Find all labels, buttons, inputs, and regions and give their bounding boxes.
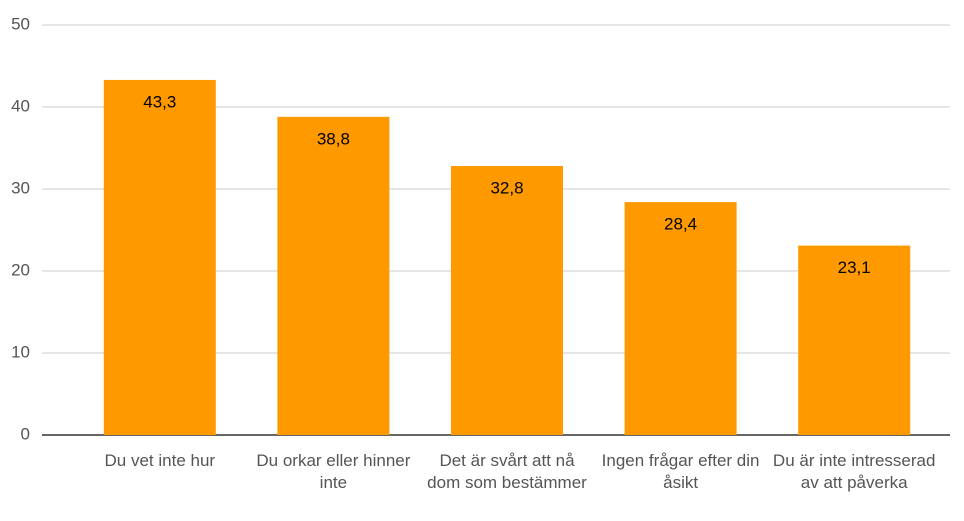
y-tick-label: 20 [11,260,30,279]
value-label: 28,4 [664,215,697,234]
value-label: 32,8 [490,179,523,198]
y-tick-label: 0 [21,424,30,443]
y-tick-label: 10 [11,342,30,361]
bar [451,166,563,436]
y-tick-label: 30 [11,178,30,197]
value-label: 23,1 [838,258,871,277]
x-tick-label: Du vet inte hur [104,451,216,470]
y-tick-label: 40 [11,96,30,115]
value-label: 43,3 [143,92,176,111]
x-tick-label: Ingen frågar efter din åsikt [601,451,760,492]
y-tick-label: 50 [11,14,30,33]
bar [277,116,390,435]
x-tick-label: Du orkar eller hinner inte [256,451,411,492]
x-tick-label: Det är svårt att nå dom som bestämmer [427,451,587,492]
value-label: 38,8 [317,129,350,148]
bar [103,79,216,435]
bar [624,202,737,435]
x-tick-label: Du är inte intresserad av att påverka [772,451,936,492]
bar [798,245,911,435]
